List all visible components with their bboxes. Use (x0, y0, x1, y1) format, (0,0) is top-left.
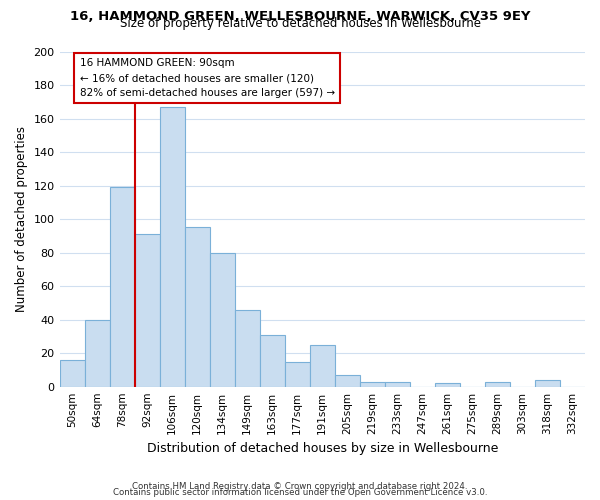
Bar (485, 382, 510, 386)
Bar (85, 320, 110, 386)
Bar (310, 345, 335, 387)
Text: 16 HAMMOND GREEN: 90sqm
← 16% of detached houses are smaller (120)
82% of semi-d: 16 HAMMOND GREEN: 90sqm ← 16% of detache… (80, 58, 335, 98)
Text: 16, HAMMOND GREEN, WELLESBOURNE, WARWICK, CV35 9EY: 16, HAMMOND GREEN, WELLESBOURNE, WARWICK… (70, 10, 530, 23)
Bar (335, 375, 360, 386)
Bar (185, 228, 209, 386)
Bar (235, 310, 260, 386)
Bar (209, 252, 235, 386)
Bar (160, 107, 185, 386)
Text: Contains public sector information licensed under the Open Government Licence v3: Contains public sector information licen… (113, 488, 487, 497)
Bar (535, 380, 560, 386)
Bar (385, 382, 410, 386)
Text: Contains HM Land Registry data © Crown copyright and database right 2024.: Contains HM Land Registry data © Crown c… (132, 482, 468, 491)
Bar (134, 234, 160, 386)
Bar (110, 187, 134, 386)
Bar (59, 360, 85, 386)
Bar (285, 362, 310, 386)
Y-axis label: Number of detached properties: Number of detached properties (15, 126, 28, 312)
X-axis label: Distribution of detached houses by size in Wellesbourne: Distribution of detached houses by size … (146, 442, 498, 455)
Text: Size of property relative to detached houses in Wellesbourne: Size of property relative to detached ho… (119, 18, 481, 30)
Bar (360, 382, 385, 386)
Bar (260, 334, 285, 386)
Bar (435, 384, 460, 386)
